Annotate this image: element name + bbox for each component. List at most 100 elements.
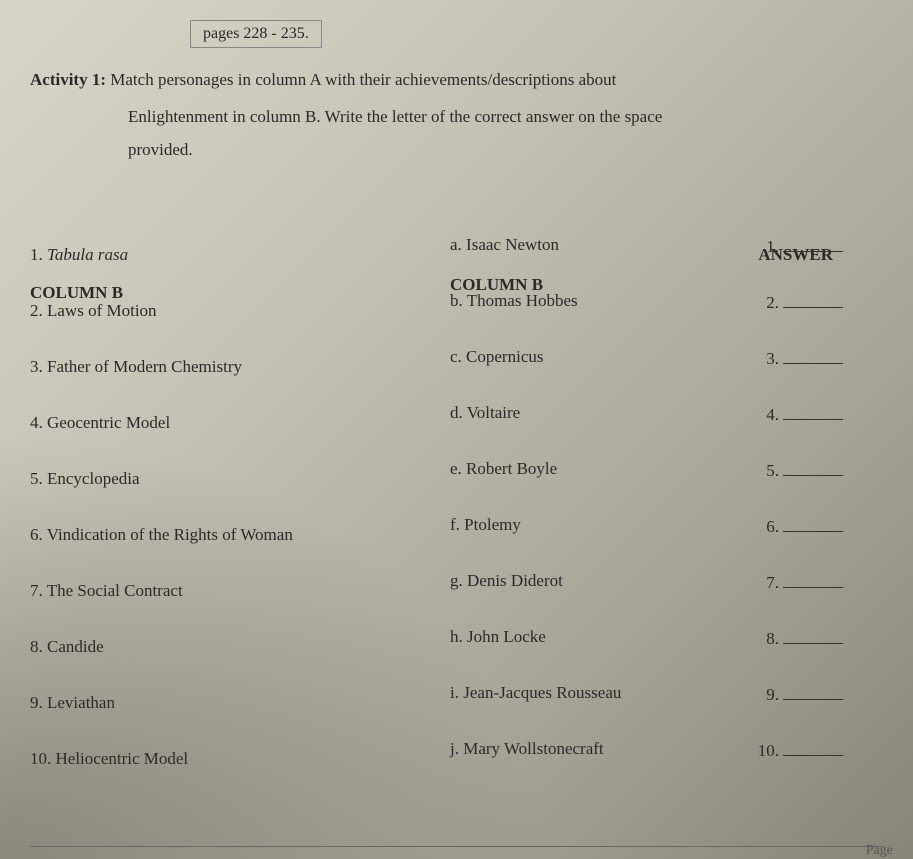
answer-blank-line[interactable] (783, 419, 843, 420)
column-b-letter: f. (450, 515, 464, 534)
column-b-text: Thomas Hobbes (467, 291, 578, 310)
column-b-letter: h. (450, 627, 467, 646)
column-b-letter: d. (450, 403, 467, 422)
answer-item: 5. (766, 461, 843, 481)
column-a-item: 4. Geocentric Model (30, 413, 170, 433)
answer-number: 6. (766, 517, 779, 537)
page-label: Page (866, 843, 893, 859)
column-a-number: 7. (30, 581, 47, 600)
answer-blank-line[interactable] (783, 307, 843, 308)
activity-line3: provided. (128, 136, 883, 165)
header-column-left: COLUMN B (30, 283, 123, 303)
column-b-text: Ptolemy (464, 515, 521, 534)
answer-number: 9. (766, 685, 779, 705)
activity-line2: Enlightenment in column B. Write the let… (128, 103, 883, 132)
column-a-number: 3. (30, 357, 47, 376)
answer-number: 10. (758, 741, 779, 761)
answer-number: 4. (766, 405, 779, 425)
answer-item: 6. (766, 517, 843, 537)
column-a-number: 4. (30, 413, 47, 432)
column-b-item: g. Denis Diderot (450, 571, 563, 591)
column-b-text: Isaac Newton (466, 235, 559, 254)
page-reference-text: pages 228 - 235. (203, 25, 309, 42)
column-b-letter: e. (450, 459, 466, 478)
column-a-text: Vindication of the Rights of Woman (47, 525, 293, 544)
column-b-letter: i. (450, 683, 463, 702)
column-a-text: Tabula rasa (47, 245, 128, 264)
column-b-letter: c. (450, 347, 466, 366)
column-a-item: 1. Tabula rasa (30, 245, 128, 265)
column-b-letter: a. (450, 235, 466, 254)
column-b-letter: b. (450, 291, 467, 310)
answer-blank-line[interactable] (783, 475, 843, 476)
answer-number: 7. (766, 573, 779, 593)
answer-blank-line[interactable] (783, 531, 843, 532)
answer-number: 1. (766, 237, 779, 257)
answer-number: 5. (766, 461, 779, 481)
answer-number: 8. (766, 629, 779, 649)
column-a-item: 8. Candide (30, 637, 104, 657)
activity-label: Activity 1: (30, 70, 106, 89)
column-b-item: b. Thomas Hobbes (450, 291, 578, 311)
column-a-text: Leviathan (47, 693, 115, 712)
answer-blank-line[interactable] (783, 699, 843, 700)
answer-number: 3. (766, 349, 779, 369)
answer-blank-line[interactable] (783, 755, 843, 756)
column-b-item: i. Jean-Jacques Rousseau (450, 683, 621, 703)
column-b-text: Jean-Jacques Rousseau (463, 683, 621, 702)
answer-blank-line[interactable] (783, 363, 843, 364)
column-b-item: c. Copernicus (450, 347, 543, 367)
column-b-item: h. John Locke (450, 627, 546, 647)
column-b-text: John Locke (467, 627, 546, 646)
answer-item: 1. (766, 237, 843, 257)
column-a-number: 6. (30, 525, 47, 544)
column-b-text: Mary Wollstonecraft (463, 739, 603, 758)
column-a-number: 8. (30, 637, 47, 656)
answer-item: 8. (766, 629, 843, 649)
column-a-text: The Social Contract (47, 581, 183, 600)
column-a-text: Laws of Motion (47, 301, 157, 320)
column-b-text: Robert Boyle (466, 459, 557, 478)
column-a-number: 10. (30, 749, 56, 768)
column-b-item: e. Robert Boyle (450, 459, 557, 479)
column-a-item: 9. Leviathan (30, 693, 115, 713)
column-b-item: f. Ptolemy (450, 515, 521, 535)
answer-item: 3. (766, 349, 843, 369)
column-b-text: Copernicus (466, 347, 543, 366)
answer-blank-line[interactable] (783, 643, 843, 644)
answer-item: 7. (766, 573, 843, 593)
column-a-text: Father of Modern Chemistry (47, 357, 242, 376)
column-b-item: d. Voltaire (450, 403, 520, 423)
column-a-item: 3. Father of Modern Chemistry (30, 357, 242, 377)
answer-number: 2. (766, 293, 779, 313)
column-a-number: 5. (30, 469, 47, 488)
answer-blank-line[interactable] (783, 587, 843, 588)
page-reference-box: pages 228 - 235. (190, 20, 322, 48)
column-a-number: 2. (30, 301, 47, 320)
column-a-item: 10. Heliocentric Model (30, 749, 188, 769)
column-a-item: 5. Encyclopedia (30, 469, 140, 489)
column-b-item: j. Mary Wollstonecraft (450, 739, 604, 759)
column-b-letter: j. (450, 739, 463, 758)
column-a-number: 1. (30, 245, 47, 264)
answer-blank-line[interactable] (783, 251, 843, 252)
column-a-text: Geocentric Model (47, 413, 170, 432)
column-b-text: Voltaire (467, 403, 521, 422)
column-a-item: 7. The Social Contract (30, 581, 183, 601)
activity-line1: Match personages in column A with their … (106, 70, 616, 89)
bottom-divider (30, 846, 883, 847)
column-a-text: Encyclopedia (47, 469, 140, 488)
activity-header: Activity 1: Match personages in column A… (30, 66, 883, 95)
answer-item: 9. (766, 685, 843, 705)
column-b-item: a. Isaac Newton (450, 235, 559, 255)
answer-item: 4. (766, 405, 843, 425)
column-a-number: 9. (30, 693, 47, 712)
answer-item: 10. (758, 741, 843, 761)
answer-item: 2. (766, 293, 843, 313)
column-a-text: Heliocentric Model (56, 749, 189, 768)
column-a-text: Candide (47, 637, 104, 656)
column-b-letter: g. (450, 571, 467, 590)
column-a-item: 2. Laws of Motion (30, 301, 157, 321)
column-b-text: Denis Diderot (467, 571, 563, 590)
column-a-item: 6. Vindication of the Rights of Woman (30, 525, 293, 545)
